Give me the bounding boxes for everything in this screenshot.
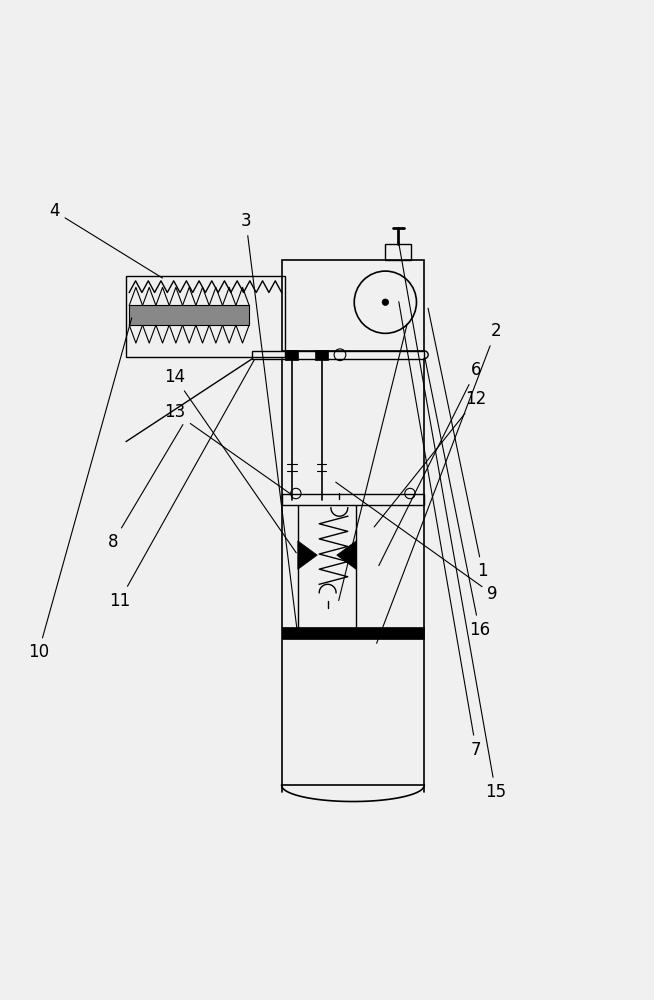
Text: 7: 7 (399, 302, 481, 759)
Polygon shape (298, 541, 317, 569)
Text: 1: 1 (428, 308, 488, 580)
Bar (286, 350, 298, 360)
Text: 4: 4 (50, 202, 163, 278)
Circle shape (382, 299, 388, 305)
Text: 14: 14 (164, 368, 296, 553)
Bar (282, 494, 424, 505)
Text: 11: 11 (109, 360, 254, 610)
Bar (129, 305, 249, 325)
Bar (385, 244, 411, 260)
Bar (252, 351, 424, 359)
Bar (126, 276, 285, 357)
Text: 12: 12 (374, 390, 487, 527)
Text: 2: 2 (377, 322, 501, 643)
Text: 3: 3 (241, 212, 298, 633)
Text: 10: 10 (28, 318, 131, 661)
Text: 15: 15 (399, 243, 506, 801)
Text: 9: 9 (336, 482, 498, 603)
Text: 16: 16 (425, 357, 490, 639)
Polygon shape (337, 541, 356, 569)
Text: 8: 8 (108, 425, 183, 551)
Text: 6: 6 (379, 361, 481, 566)
Bar (282, 627, 424, 639)
Bar (315, 350, 328, 360)
Bar (282, 260, 424, 351)
Text: 13: 13 (164, 403, 292, 495)
